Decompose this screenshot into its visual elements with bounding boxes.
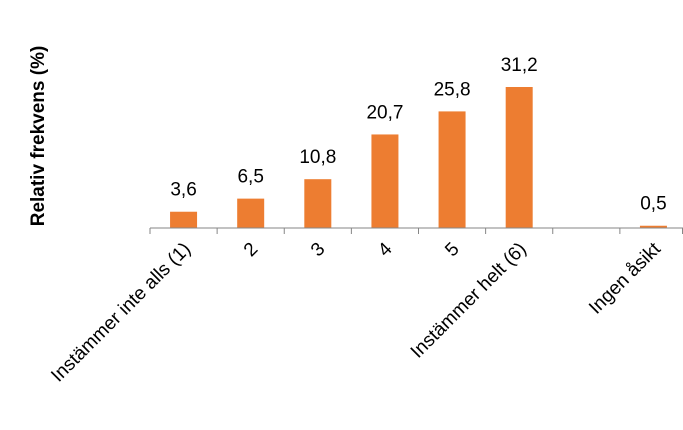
- bar: [505, 87, 533, 228]
- x-tick-label: Instämmer helt (6): [407, 239, 531, 363]
- bar: [170, 211, 198, 228]
- x-tick-label: 3: [307, 239, 329, 261]
- x-tick-label: 2: [240, 239, 262, 261]
- data-label: 6,5: [237, 167, 263, 188]
- bar: [237, 198, 265, 228]
- data-label: 31,2: [501, 55, 538, 76]
- data-label: 10,8: [299, 147, 336, 168]
- bar: [371, 134, 399, 228]
- x-tick-label: Instämmer inte alls (1): [47, 239, 195, 387]
- x-tick-label: 5: [441, 239, 463, 261]
- data-label: 3,6: [170, 180, 196, 201]
- x-tick-label: 4: [374, 238, 397, 261]
- y-axis-label: Relativ frekvens (%): [28, 46, 49, 227]
- x-tick-label: Ingen åsikt: [585, 238, 665, 318]
- x-ticks-group: [149, 228, 683, 234]
- data-label: 25,8: [434, 79, 471, 100]
- bar: [639, 225, 667, 228]
- data-label: 20,7: [366, 102, 403, 123]
- data-label: 0,5: [640, 194, 666, 215]
- data-labels-group: 3,6 6,5 10,8 20,7 25,8 31,2 0,5: [170, 55, 666, 215]
- bars-group: [170, 87, 667, 228]
- bar: [438, 111, 466, 228]
- bar: [304, 179, 332, 228]
